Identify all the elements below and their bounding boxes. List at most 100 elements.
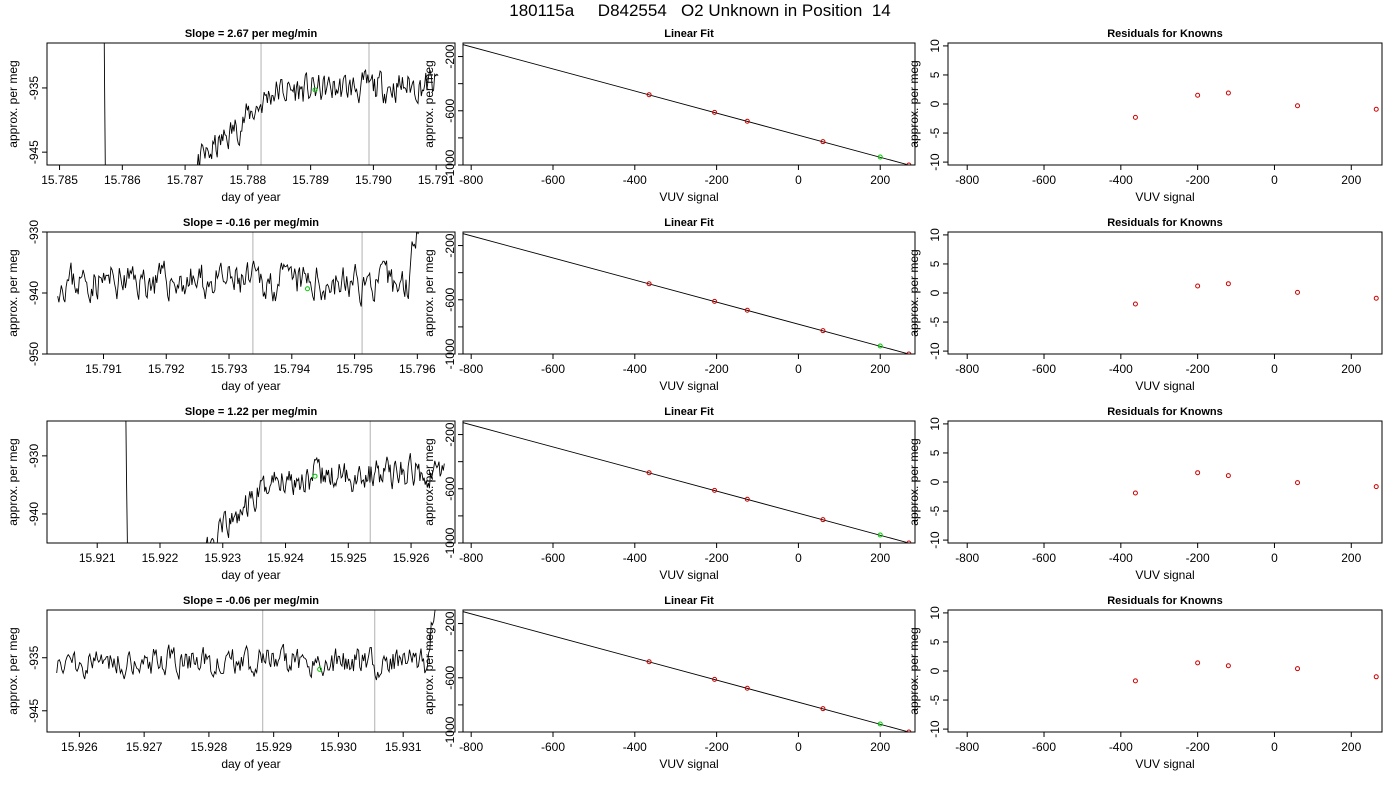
- x-tick-label: -600: [541, 551, 565, 565]
- x-tick-label: -800: [459, 740, 483, 754]
- panel-title: Linear Fit: [664, 406, 714, 418]
- x-tick-label: -400: [623, 740, 647, 754]
- x-tick-label: 15.925: [330, 551, 367, 565]
- y-tick-label: 5: [928, 638, 942, 645]
- y-tick-label: -10: [928, 342, 942, 360]
- unknown-point: [877, 721, 883, 727]
- y-tick-label: -940: [27, 502, 41, 526]
- x-tick-label: 0: [795, 173, 802, 187]
- x-tick-label: 15.788: [230, 173, 267, 187]
- y-tick-label: 10: [928, 39, 942, 53]
- x-axis-label: day of year: [221, 757, 280, 771]
- panel-title: Linear Fit: [664, 595, 714, 607]
- residual-point: [1373, 484, 1379, 490]
- panel-title: Slope = 2.67 per meg/min: [185, 28, 318, 40]
- known-standard-point: [646, 92, 652, 98]
- known-standard-point: [906, 729, 912, 732]
- known-standard-point: [906, 351, 912, 354]
- x-tick-label: 0: [1271, 362, 1278, 376]
- x-tick-label: -600: [541, 173, 565, 187]
- known-standard-point: [744, 118, 750, 124]
- residual-point: [1195, 660, 1201, 666]
- residual-point: [1195, 92, 1201, 98]
- residual-point: [1195, 283, 1201, 289]
- x-tick-label: 15.926: [61, 740, 98, 754]
- x-tick-label: 200: [1341, 362, 1361, 376]
- y-axis-label: approx. per meg: [907, 627, 921, 714]
- x-axis-label: VUV signal: [659, 379, 718, 393]
- known-standard-point: [820, 328, 826, 334]
- x-tick-label: 15.795: [336, 362, 373, 376]
- y-tick-label: -600: [443, 665, 457, 689]
- residual-point: [1373, 674, 1379, 680]
- y-tick-label: -600: [443, 287, 457, 311]
- y-tick-label: -200: [443, 233, 457, 257]
- x-tick-label: -800: [955, 362, 979, 376]
- panel-title: Residuals for Knowns: [1107, 28, 1223, 40]
- plot-frame: [947, 231, 1383, 355]
- y-tick-label: -935: [27, 76, 41, 100]
- panel-resid-1: Residuals for Knowns -800 -600 -400 -200 0 200…: [907, 28, 1383, 204]
- fit-line: [463, 44, 909, 165]
- y-tick-label: -950: [27, 342, 41, 366]
- y-tick-label: -1000: [443, 338, 457, 369]
- x-tick-label: 200: [870, 740, 890, 754]
- x-tick-label: -800: [955, 173, 979, 187]
- signal-trace: [103, 43, 439, 165]
- x-tick-label: 15.931: [385, 740, 422, 754]
- plot-region: [463, 611, 912, 732]
- y-tick-label: 10: [928, 228, 942, 242]
- residual-point: [1225, 473, 1231, 479]
- panel-resid-2: Residuals for Knowns -800 -600 -400 -200 0 200…: [907, 217, 1383, 393]
- x-tick-label: 15.924: [267, 551, 304, 565]
- panel-fit-4: Linear Fit -800 -600 -400 -200 0 200 -1000 -600 -…: [422, 595, 916, 771]
- plot-region: [1132, 281, 1379, 307]
- y-tick-label: -5: [928, 694, 942, 705]
- x-tick-label: 15.928: [191, 740, 228, 754]
- x-tick-label: 15.923: [204, 551, 241, 565]
- known-standard-point: [712, 109, 718, 115]
- x-tick-label: -400: [1109, 551, 1133, 565]
- x-tick-label: 15.930: [320, 740, 357, 754]
- signal-trace: [57, 232, 419, 307]
- y-axis-label: approx. per meg: [907, 249, 921, 336]
- plot-region: [1132, 90, 1379, 120]
- panel-fit-2: Linear Fit -800 -600 -400 -200 0 200 -1000 -600 -…: [422, 217, 916, 393]
- mean-marker: [312, 87, 318, 93]
- x-tick-label: -200: [1186, 740, 1210, 754]
- y-tick-label: 0: [928, 478, 942, 485]
- fit-line: [463, 233, 909, 354]
- residual-point: [1132, 114, 1138, 120]
- panel-title: Linear Fit: [664, 28, 714, 40]
- y-axis-label: approx. per meg: [907, 60, 921, 147]
- x-tick-label: 15.926: [393, 551, 430, 565]
- known-standard-point: [712, 487, 718, 493]
- x-tick-label: 15.922: [142, 551, 179, 565]
- plot-region: [125, 421, 445, 543]
- x-tick-label: -600: [541, 740, 565, 754]
- residual-point: [1373, 295, 1379, 301]
- x-tick-label: -400: [1109, 740, 1133, 754]
- x-tick-label: 15.786: [104, 173, 141, 187]
- residual-point: [1295, 103, 1301, 109]
- known-standard-point: [712, 298, 718, 304]
- x-axis-label: day of year: [221, 190, 280, 204]
- x-axis-label: VUV signal: [1135, 190, 1194, 204]
- plot-frame: [462, 609, 916, 733]
- x-axis-label: day of year: [221, 568, 280, 582]
- x-axis-label: VUV signal: [659, 568, 718, 582]
- y-tick-label: -945: [27, 698, 41, 722]
- plot-frame: [947, 609, 1383, 733]
- page-title: 180115a D842554 O2 Unknown in Position 1…: [509, 1, 891, 20]
- y-axis-label: approx. per meg: [6, 249, 20, 336]
- x-tick-label: 0: [795, 740, 802, 754]
- panel-title: Residuals for Knowns: [1107, 406, 1223, 418]
- residual-point: [1295, 480, 1301, 486]
- signal-trace: [56, 610, 436, 681]
- x-tick-label: 15.791: [85, 362, 122, 376]
- plot-region: [463, 44, 912, 165]
- panel-title: Residuals for Knowns: [1107, 217, 1223, 229]
- x-tick-label: -200: [705, 551, 729, 565]
- panel-fit-1: Linear Fit -800 -600 -400 -200 0 200 -1000 -600 -…: [422, 28, 916, 204]
- x-tick-label: -600: [1032, 362, 1056, 376]
